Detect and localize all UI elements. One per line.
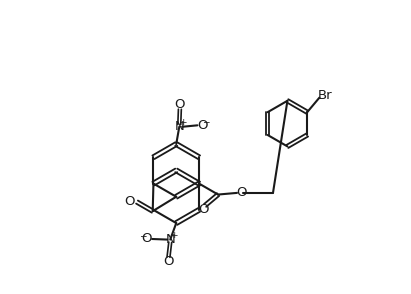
- Text: O: O: [163, 255, 174, 268]
- Text: O: O: [141, 233, 152, 245]
- Text: O: O: [125, 195, 135, 208]
- Text: O: O: [236, 186, 247, 199]
- Text: Br: Br: [317, 89, 332, 102]
- Text: O: O: [175, 98, 185, 111]
- Text: N: N: [165, 233, 175, 246]
- Text: −: −: [139, 231, 146, 240]
- Text: O: O: [197, 119, 208, 132]
- Text: +: +: [179, 118, 187, 127]
- Text: O: O: [199, 203, 209, 216]
- Text: −: −: [203, 117, 210, 126]
- Text: +: +: [170, 231, 178, 240]
- Text: N: N: [174, 120, 184, 133]
